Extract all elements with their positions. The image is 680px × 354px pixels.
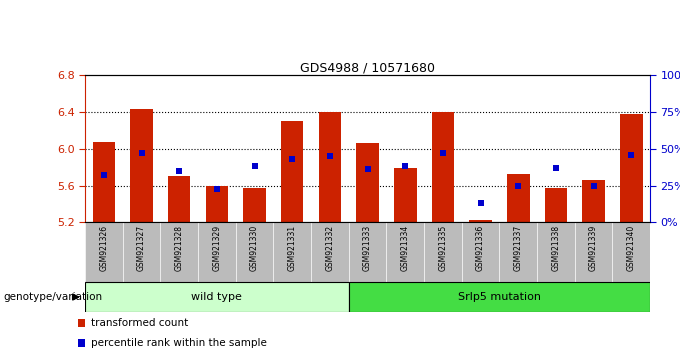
Text: GSM921337: GSM921337 bbox=[513, 225, 523, 271]
Bar bbox=[130, 109, 153, 222]
Text: wild type: wild type bbox=[191, 292, 242, 302]
Text: GSM921340: GSM921340 bbox=[627, 225, 636, 271]
Bar bbox=[349, 222, 386, 282]
Title: GDS4988 / 10571680: GDS4988 / 10571680 bbox=[300, 61, 435, 74]
Text: GSM921329: GSM921329 bbox=[212, 225, 222, 271]
Bar bbox=[205, 185, 228, 222]
Text: GSM921331: GSM921331 bbox=[288, 225, 296, 271]
Bar bbox=[318, 112, 341, 222]
Bar bbox=[507, 174, 530, 222]
Bar bbox=[122, 222, 160, 282]
Bar bbox=[198, 222, 236, 282]
Text: GSM921328: GSM921328 bbox=[175, 225, 184, 271]
Text: GSM921334: GSM921334 bbox=[401, 225, 410, 271]
Text: GSM921327: GSM921327 bbox=[137, 225, 146, 271]
Bar bbox=[613, 222, 650, 282]
Bar bbox=[575, 222, 613, 282]
Text: GSM921326: GSM921326 bbox=[99, 225, 108, 271]
Bar bbox=[394, 168, 417, 222]
Bar bbox=[424, 222, 462, 282]
Bar bbox=[349, 282, 650, 312]
Text: GSM921339: GSM921339 bbox=[589, 225, 598, 271]
Text: GSM921336: GSM921336 bbox=[476, 225, 485, 271]
Bar bbox=[236, 222, 273, 282]
Text: GSM921338: GSM921338 bbox=[551, 225, 560, 271]
Bar bbox=[243, 188, 266, 222]
Bar bbox=[386, 222, 424, 282]
Bar bbox=[537, 222, 575, 282]
Bar bbox=[168, 176, 190, 222]
Bar bbox=[281, 121, 303, 222]
Bar bbox=[432, 112, 454, 222]
Text: Srlp5 mutation: Srlp5 mutation bbox=[458, 292, 541, 302]
Text: GSM921330: GSM921330 bbox=[250, 225, 259, 271]
Text: genotype/variation: genotype/variation bbox=[3, 292, 103, 302]
Text: percentile rank within the sample: percentile rank within the sample bbox=[90, 338, 267, 348]
Text: GSM921335: GSM921335 bbox=[439, 225, 447, 271]
Bar bbox=[92, 142, 115, 222]
Bar bbox=[85, 222, 122, 282]
Text: GSM921333: GSM921333 bbox=[363, 225, 372, 271]
Bar bbox=[462, 222, 499, 282]
Bar bbox=[356, 143, 379, 222]
Bar bbox=[499, 222, 537, 282]
Bar bbox=[582, 180, 605, 222]
Text: GSM921332: GSM921332 bbox=[325, 225, 335, 271]
Bar bbox=[311, 222, 349, 282]
Bar bbox=[620, 114, 643, 222]
Bar bbox=[545, 188, 567, 222]
Bar bbox=[469, 221, 492, 222]
Bar bbox=[160, 222, 198, 282]
Text: transformed count: transformed count bbox=[90, 318, 188, 328]
Bar bbox=[85, 282, 349, 312]
Bar bbox=[273, 222, 311, 282]
